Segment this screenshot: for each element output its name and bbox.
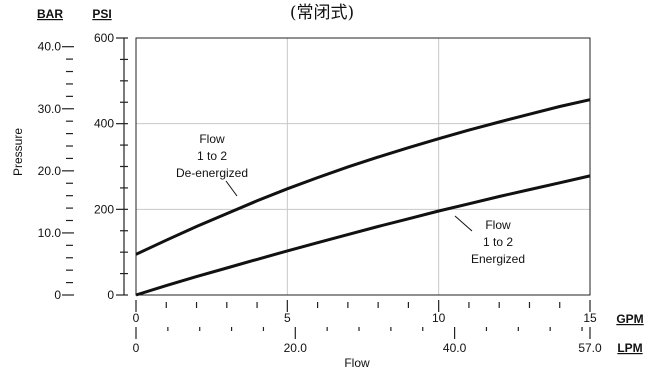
series-label-line: De-energized (176, 166, 248, 180)
x-secondary-unit-label: LPM (617, 341, 642, 355)
series-line-energized (135, 174, 591, 297)
series-label-line: Flow (485, 218, 511, 232)
series-label-line: Flow (199, 132, 225, 146)
x-secondary-tick-label: 40.0 (443, 341, 467, 355)
y-primary-tick-label: 600 (94, 31, 114, 45)
x-primary-unit-label: GPM (616, 312, 643, 326)
x-primary-tick-label: 10 (432, 311, 446, 325)
x-secondary-axis: 0 20.0 40.0 57.0 (133, 327, 602, 355)
y-primary-unit-label: PSI (92, 7, 111, 21)
chart-title: (常闭式) (290, 3, 354, 23)
y-secondary-tick-label: 10.0 (38, 226, 62, 240)
y-primary-tick-label: 0 (107, 288, 114, 302)
y-axis-title: Pressure (11, 128, 25, 176)
x-primary-tick-label: 15 (583, 311, 597, 325)
x-secondary-tick-label: 57.0 (578, 341, 602, 355)
y-primary-tick-label: 400 (94, 117, 114, 131)
plot-frame (135, 37, 591, 296)
series-label-de-energized: Flow 1 to 2 De-energized (176, 132, 248, 197)
series-label-line: 1 to 2 (197, 149, 227, 163)
series-lines (135, 98, 591, 297)
y-secondary-tick-label: 40.0 (38, 40, 62, 54)
series-leader-line (454, 215, 473, 232)
x-secondary-tick-label: 20.0 (284, 341, 308, 355)
y-secondary-tick-label: 0 (54, 288, 61, 302)
series-leader-line (225, 180, 238, 197)
y-secondary-tick-label: 20.0 (38, 164, 62, 178)
y-primary-tick-label: 200 (94, 202, 114, 216)
series-label-line: Energized (471, 252, 525, 266)
x-primary-tick-label: 5 (284, 311, 291, 325)
x-axis-title: Flow (344, 356, 370, 370)
y-secondary-tick-label: 30.0 (38, 102, 62, 116)
y-primary-axis: 0 200 400 600 (94, 31, 128, 302)
x-secondary-tick-label: 0 (133, 341, 140, 355)
x-primary-tick-label: 0 (133, 311, 140, 325)
series-line-de-energized (135, 98, 591, 256)
y-secondary-axis: 0 10.0 20.0 30.0 40.0 (38, 40, 74, 302)
series-label-energized: Flow 1 to 2 Energized (454, 215, 525, 266)
x-primary-axis: 0 5 10 15 (133, 300, 597, 325)
y-secondary-unit-label: BAR (37, 7, 63, 21)
series-label-line: 1 to 2 (483, 235, 513, 249)
